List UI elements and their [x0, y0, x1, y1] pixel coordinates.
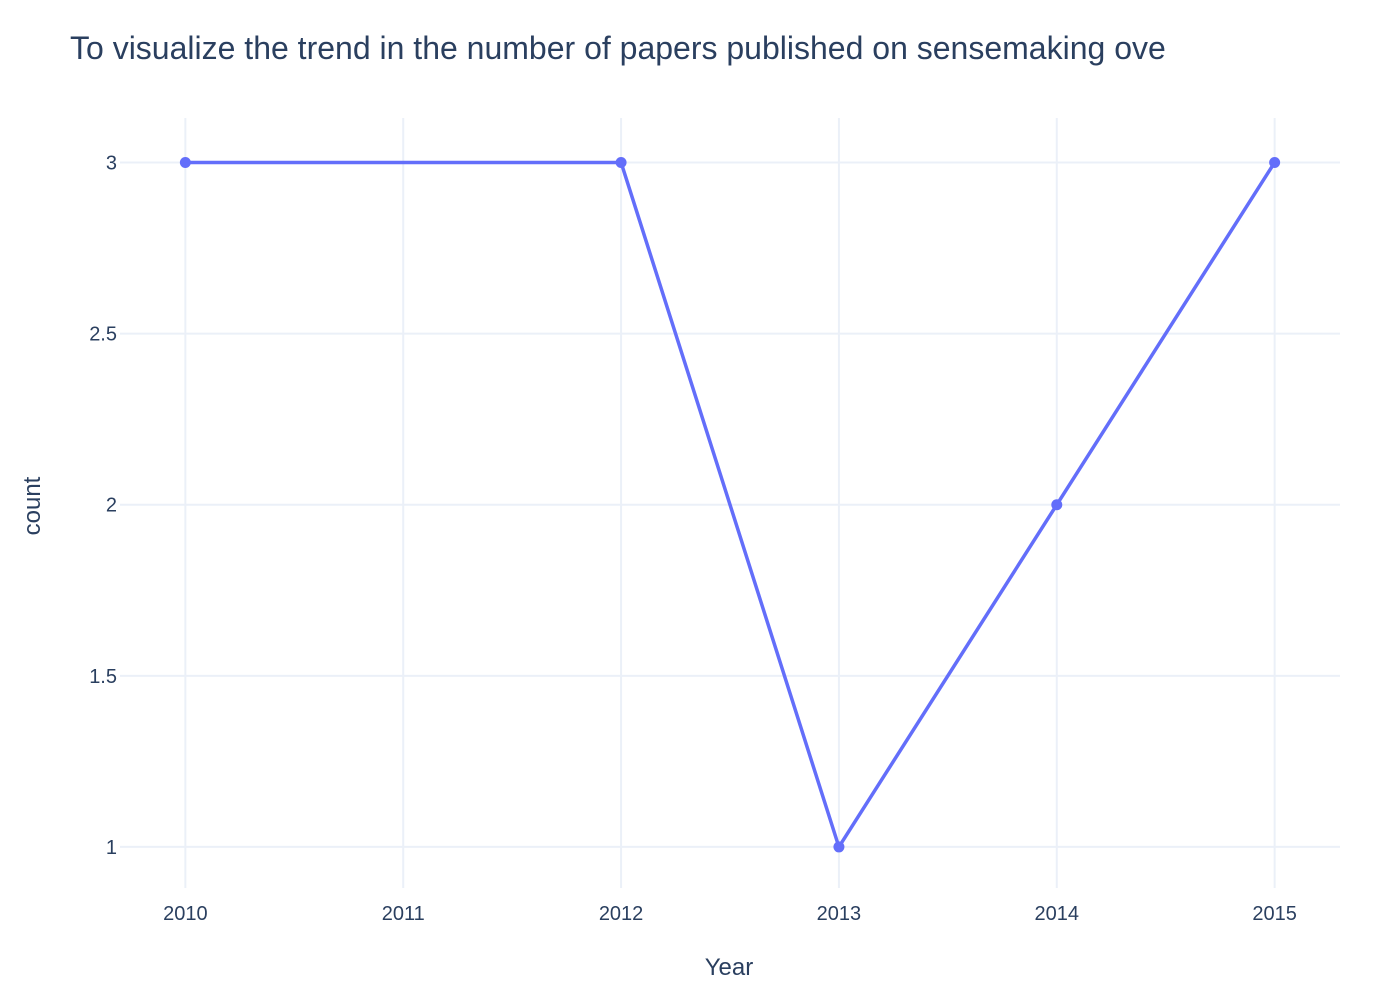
series-layer: [179, 156, 1281, 853]
y-tick-label: 2.5: [89, 324, 117, 346]
data-point[interactable]: [833, 841, 845, 853]
y-tick-label: 3: [106, 152, 117, 174]
data-point[interactable]: [1051, 499, 1063, 511]
data-point[interactable]: [615, 156, 627, 168]
x-tick-label: 2010: [163, 903, 208, 925]
x-tick-label: 2013: [817, 903, 862, 925]
x-tick-label: 2011: [382, 903, 425, 925]
axis-layer: 2010 2011 2012 2013 2014 2015 1 1.5 2 2.5 3: [89, 152, 1297, 925]
chart-title: To visualize the trend in the number of …: [70, 30, 1166, 66]
y-tick-label: 1: [106, 837, 117, 859]
data-point[interactable]: [179, 156, 191, 168]
y-tick-label: 1.5: [89, 666, 117, 688]
x-tick-label: 2012: [599, 903, 644, 925]
x-tick-label: 2014: [1035, 903, 1080, 925]
x-tick-label: 2015: [1252, 903, 1297, 925]
x-axis-title: Year: [705, 954, 754, 981]
y-axis-title: count: [19, 476, 46, 535]
y-tick-label: 2: [106, 495, 117, 517]
data-point[interactable]: [1269, 156, 1281, 168]
